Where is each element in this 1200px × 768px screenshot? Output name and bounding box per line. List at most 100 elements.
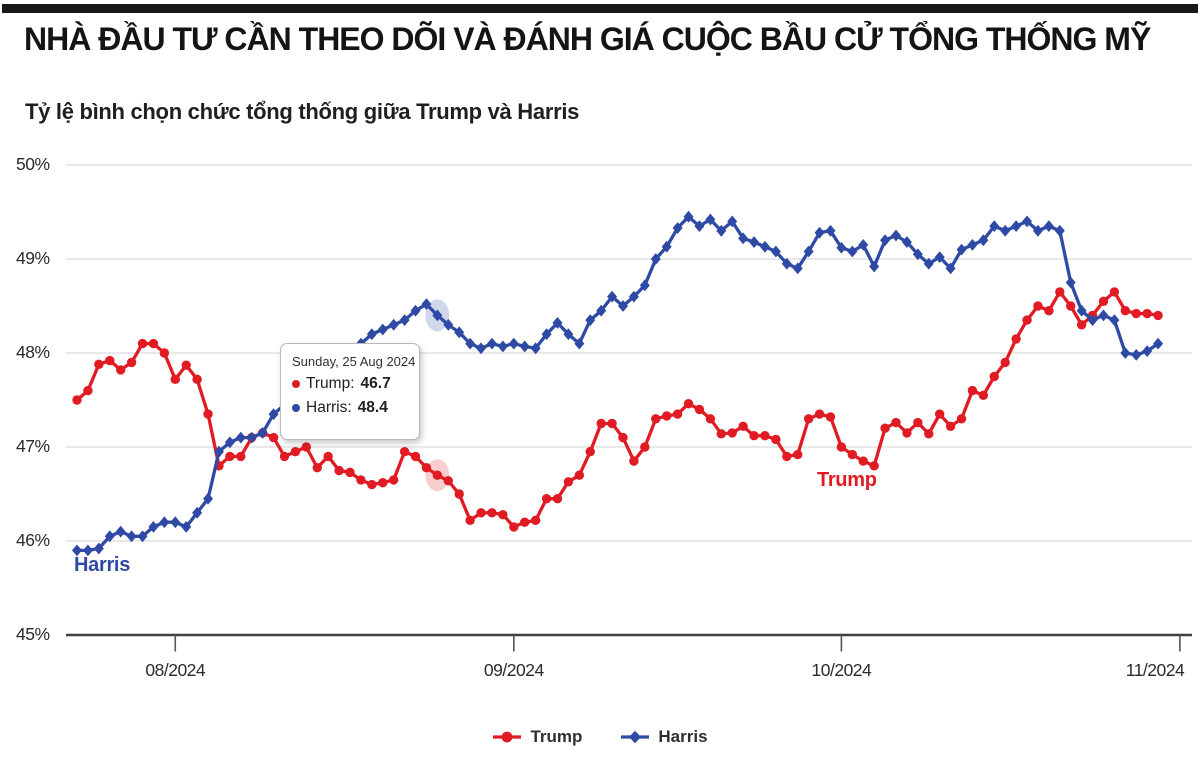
trump-data-point[interactable] [137, 338, 148, 349]
trump-data-point[interactable] [836, 442, 847, 452]
trump-data-point[interactable] [814, 409, 825, 419]
harris-data-point[interactable] [912, 248, 923, 261]
harris-data-point[interactable] [1120, 347, 1131, 359]
trump-data-point[interactable] [465, 515, 475, 526]
harris-data-point[interactable] [880, 234, 891, 247]
trump-data-point[interactable] [880, 423, 890, 433]
harris-data-point[interactable] [727, 215, 738, 228]
trump-data-point[interactable] [181, 360, 191, 370]
harris-data-point[interactable] [159, 516, 170, 529]
harris-data-point[interactable] [486, 337, 497, 350]
trump-data-point[interactable] [989, 371, 999, 382]
trump-data-point[interactable] [399, 447, 410, 457]
trump-data-point[interactable] [498, 509, 508, 520]
trump-data-point[interactable] [596, 418, 606, 429]
trump-data-point[interactable] [443, 476, 453, 486]
harris-data-point[interactable] [1043, 220, 1054, 232]
harris-data-point[interactable] [759, 240, 770, 253]
trump-data-point[interactable] [541, 494, 552, 504]
trump-data-point[interactable] [1109, 287, 1120, 297]
harris-data-point[interactable] [497, 340, 508, 353]
trump-data-point[interactable] [651, 414, 661, 424]
harris-data-point[interactable] [181, 521, 192, 533]
trump-data-point[interactable] [115, 365, 126, 375]
trump-data-point[interactable] [105, 355, 115, 366]
trump-data-point[interactable] [279, 451, 290, 462]
harris-data-point[interactable] [814, 226, 825, 239]
harris-data-point[interactable] [792, 262, 803, 275]
trump-data-point[interactable] [203, 409, 213, 419]
harris-data-point[interactable] [672, 222, 683, 234]
harris-data-point[interactable] [519, 340, 530, 353]
harris-data-point[interactable] [607, 290, 618, 303]
harris-data-point[interactable] [639, 279, 650, 292]
trump-data-point[interactable] [738, 421, 748, 432]
harris-data-point[interactable] [661, 240, 672, 253]
harris-data-point[interactable] [574, 337, 585, 350]
trump-data-point[interactable] [705, 414, 716, 424]
trump-data-point[interactable] [356, 475, 366, 485]
trump-data-point[interactable] [847, 449, 858, 460]
trump-data-point[interactable] [683, 399, 694, 409]
trump-data-point[interactable] [1022, 315, 1032, 325]
harris-data-point[interactable] [1109, 314, 1120, 326]
harris-data-point[interactable] [705, 213, 716, 226]
trump-data-point[interactable] [290, 447, 301, 457]
harris-data-point[interactable] [956, 243, 967, 256]
harris-data-point[interactable] [1131, 348, 1142, 361]
trump-data-point[interactable] [83, 385, 93, 396]
harris-data-point[interactable] [410, 304, 421, 317]
harris-data-point[interactable] [1032, 224, 1043, 237]
trump-data-point[interactable] [716, 429, 726, 439]
harris-data-point[interactable] [1065, 276, 1076, 289]
trump-data-point[interactable] [607, 418, 617, 429]
harris-data-point[interactable] [1011, 220, 1022, 232]
harris-data-point[interactable] [541, 328, 552, 341]
trump-data-point[interactable] [934, 409, 945, 419]
harris-data-point[interactable] [749, 236, 760, 248]
trump-data-point[interactable] [1033, 301, 1043, 311]
trump-data-point[interactable] [956, 414, 967, 424]
trump-data-point[interactable] [967, 385, 978, 396]
trump-data-point[interactable] [629, 456, 639, 466]
trump-data-point[interactable] [520, 517, 530, 527]
trump-data-point[interactable] [771, 434, 781, 445]
trump-data-point[interactable] [94, 359, 104, 369]
harris-data-point[interactable] [268, 408, 279, 420]
harris-data-point[interactable] [825, 224, 836, 237]
trump-data-point[interactable] [301, 442, 312, 452]
trump-data-point[interactable] [694, 404, 705, 415]
harris-data-point[interactable] [869, 260, 880, 273]
harris-data-point[interactable] [82, 544, 93, 557]
trump-data-point[interactable] [312, 462, 322, 473]
harris-data-point[interactable] [192, 506, 203, 519]
harris-data-point[interactable] [585, 314, 596, 326]
trump-data-point[interactable] [760, 431, 770, 441]
trump-data-point[interactable] [803, 414, 814, 424]
harris-data-point[interactable] [683, 210, 694, 223]
harris-data-point[interactable] [803, 245, 814, 258]
harris-data-point[interactable] [224, 436, 235, 449]
harris-data-point[interactable] [836, 241, 847, 254]
trump-data-point[interactable] [421, 462, 432, 473]
harris-data-point[interactable] [377, 323, 388, 336]
harris-data-point[interactable] [443, 318, 454, 331]
harris-data-point[interactable] [148, 521, 159, 533]
trump-data-point[interactable] [945, 421, 956, 432]
trump-data-point[interactable] [1076, 320, 1087, 330]
trump-data-point[interactable] [1098, 296, 1109, 306]
trump-data-point[interactable] [159, 348, 170, 358]
harris-data-point[interactable] [1153, 337, 1164, 350]
trump-data-point[interactable] [1011, 334, 1021, 344]
trump-data-point[interactable] [378, 478, 388, 488]
harris-data-point[interactable] [72, 544, 82, 557]
harris-data-point[interactable] [1022, 215, 1033, 228]
trump-data-point[interactable] [793, 449, 803, 460]
trump-data-point[interactable] [170, 374, 180, 385]
harris-data-point[interactable] [858, 239, 869, 251]
trump-data-point[interactable] [345, 467, 355, 478]
trump-data-point[interactable] [672, 409, 683, 419]
trump-data-point[interactable] [563, 477, 574, 487]
harris-data-point[interactable] [618, 300, 628, 312]
trump-series-points[interactable] [72, 287, 1163, 532]
